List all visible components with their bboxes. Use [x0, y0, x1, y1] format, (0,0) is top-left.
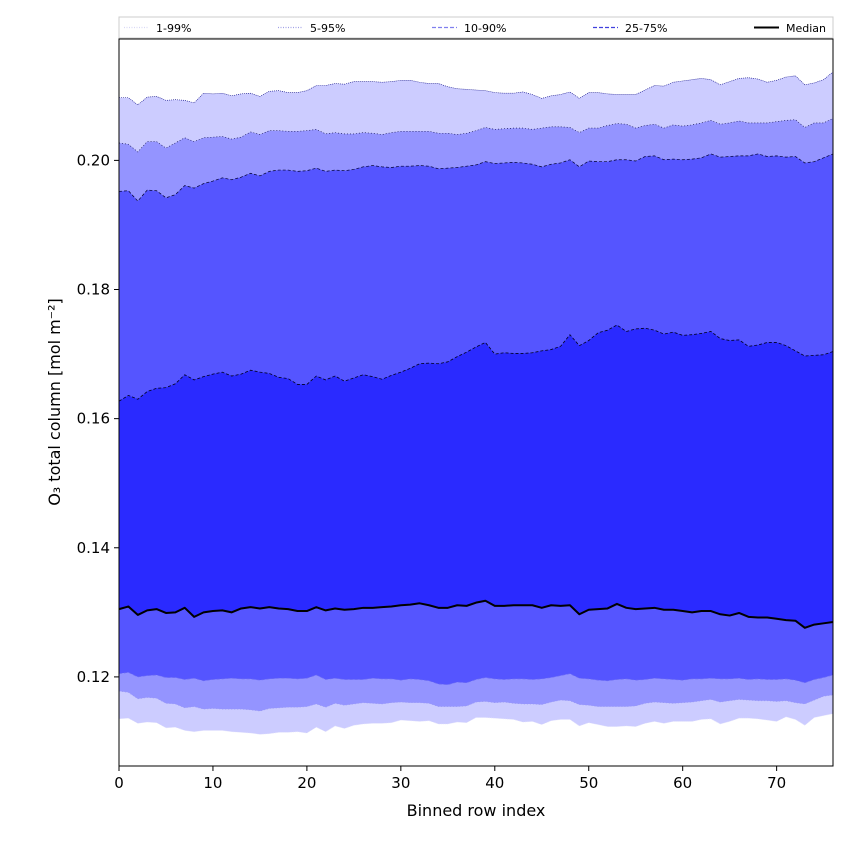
plot-frame: [118, 38, 834, 767]
x-axis-title: Binned row index: [407, 801, 546, 820]
x-tick-label: 40: [485, 774, 504, 792]
x-tick-label: 10: [203, 774, 222, 792]
legend: 1-99% 5-95% 10-90% 25-75% Median: [118, 16, 834, 39]
line-p75: [118, 324, 834, 402]
y-tick-label: 0.20: [77, 151, 110, 169]
legend-label: 10-90%: [464, 22, 506, 35]
y-tick-label: 0.18: [77, 281, 110, 299]
x-tick-label: 20: [297, 774, 316, 792]
band-25-75: [119, 325, 833, 628]
y-axis-title: O₃ total column [mol m⁻²]: [45, 298, 64, 506]
y-tick-label: 0.16: [77, 410, 110, 428]
line-p90: [118, 153, 834, 202]
axes: 0 10 20 30 40 50 60 70 0.12 0.14 0.16 0.18 0.20: [77, 38, 834, 792]
x-tick-label: 50: [579, 774, 598, 792]
legend-frame: [118, 16, 834, 39]
x-tick-label: 30: [391, 774, 410, 792]
y-tick-label: 0.12: [77, 668, 110, 686]
x-tick-label: 60: [673, 774, 692, 792]
x-tick-label: 70: [767, 774, 786, 792]
line-p5: [118, 690, 834, 712]
x-tick-label: 0: [114, 774, 124, 792]
plot-area: [118, 71, 834, 735]
legend-label: Median: [786, 22, 826, 35]
legend-label: 1-99%: [156, 22, 191, 35]
y-tick-label: 0.14: [77, 539, 110, 557]
line-p95: [118, 118, 834, 153]
legend-label: 25-75%: [625, 22, 667, 35]
legend-label: 5-95%: [310, 22, 345, 35]
line-p10: [118, 672, 834, 686]
line-p1: [118, 713, 834, 735]
median-line: [118, 599, 834, 629]
